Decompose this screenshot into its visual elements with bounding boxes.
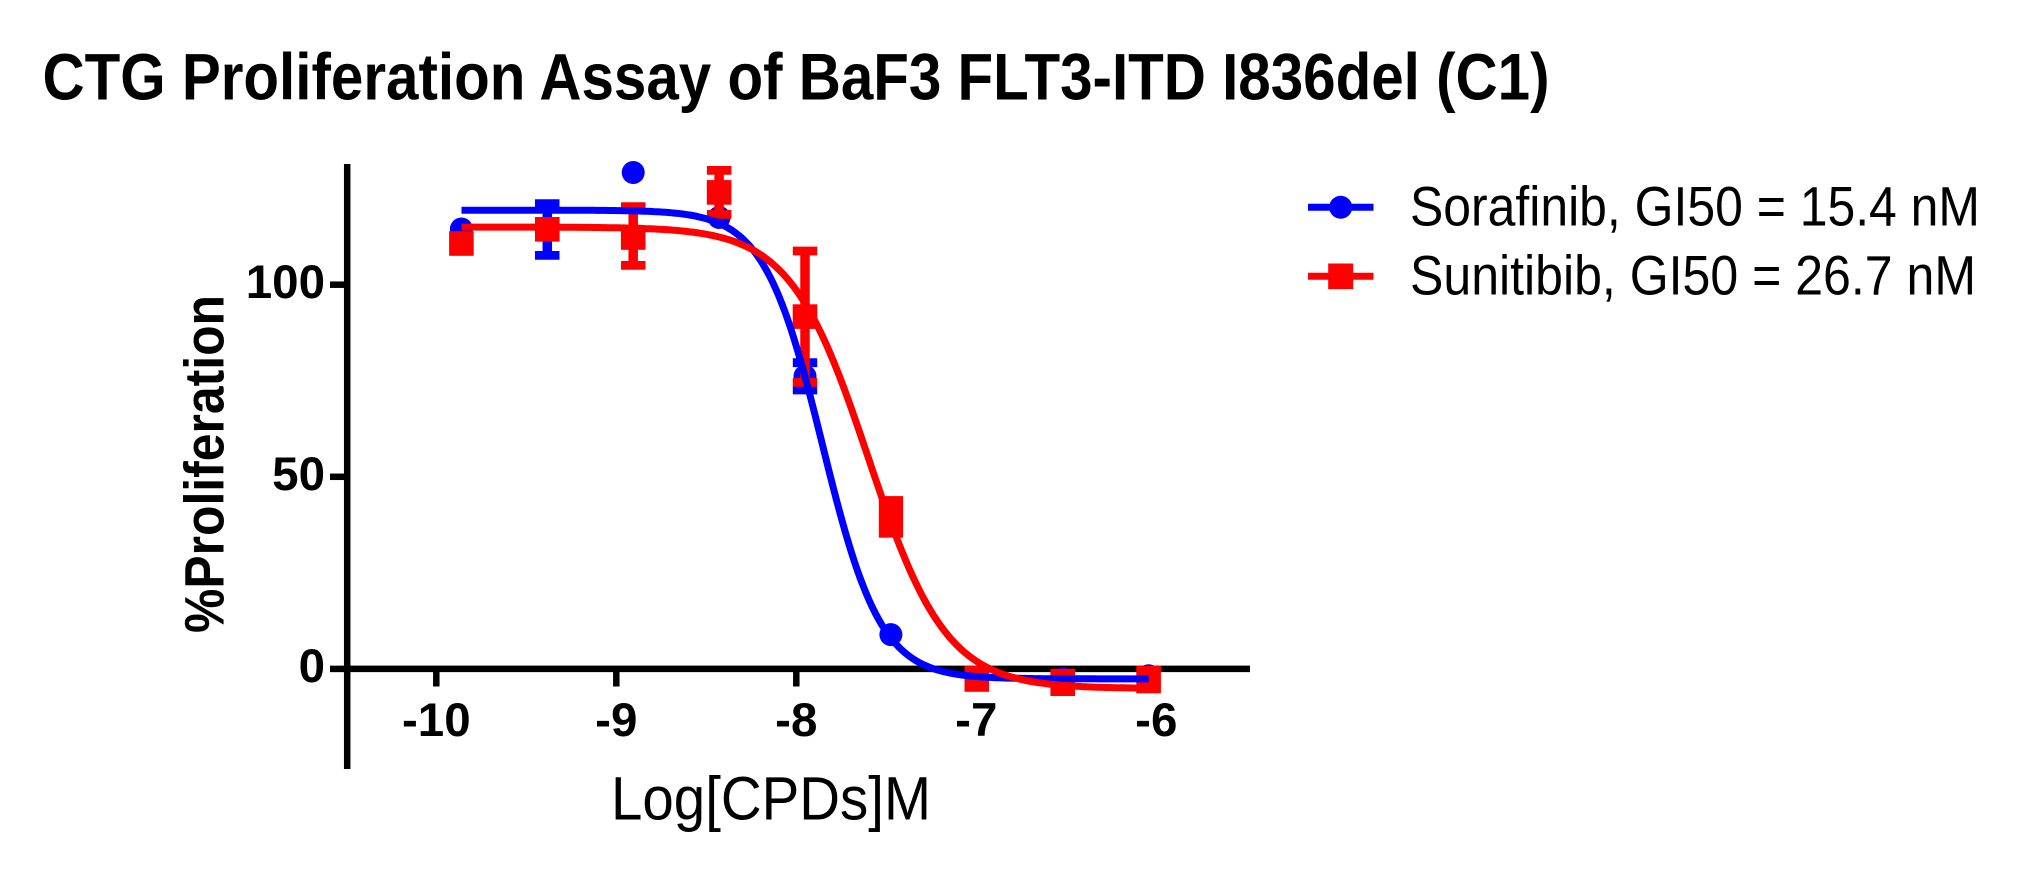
svg-text:100: 100 xyxy=(246,256,325,309)
svg-text:-7: -7 xyxy=(955,694,997,747)
svg-text:-10: -10 xyxy=(402,694,471,747)
svg-text:0: 0 xyxy=(299,640,325,693)
svg-text:CTG Proliferation Assay of BaF: CTG Proliferation Assay of BaF3 FLT3-ITD… xyxy=(43,40,1550,114)
svg-text:%Proliferation: %Proliferation xyxy=(172,295,235,633)
svg-text:Sunitibib, GI50 = 26.7 nM: Sunitibib, GI50 = 26.7 nM xyxy=(1410,244,1976,307)
svg-text:50: 50 xyxy=(272,448,325,501)
svg-text:-9: -9 xyxy=(595,694,637,747)
svg-text:Sorafinib, GI50 = 15.4 nM: Sorafinib, GI50 = 15.4 nM xyxy=(1410,175,1980,238)
svg-text:-6: -6 xyxy=(1135,694,1177,747)
svg-text:-8: -8 xyxy=(775,694,817,747)
svg-text:Log[CPDs]M: Log[CPDs]M xyxy=(611,765,931,833)
